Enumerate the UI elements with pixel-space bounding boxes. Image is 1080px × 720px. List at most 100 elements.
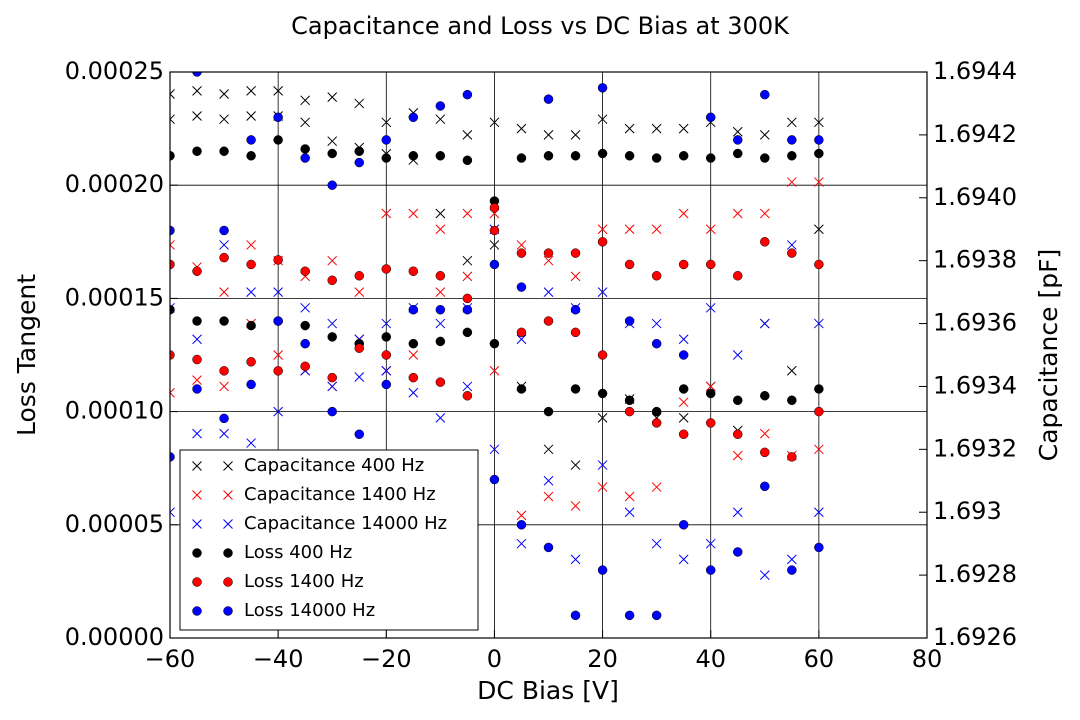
point: [435, 287, 446, 297]
point: [516, 327, 527, 338]
point: [651, 318, 662, 329]
point: [624, 406, 635, 417]
point: [516, 123, 527, 134]
y2-tick-label: 1.693: [933, 497, 1002, 525]
point: [651, 224, 662, 235]
point: [170, 350, 175, 360]
point: [760, 481, 770, 492]
point: [489, 444, 500, 455]
legend-marker: [223, 548, 233, 558]
legend-marker: [223, 606, 233, 616]
point: [192, 72, 202, 77]
point: [170, 452, 175, 462]
point: [170, 304, 175, 315]
point: [759, 428, 770, 439]
y-tick-label: 0.00015: [65, 283, 164, 311]
point: [733, 547, 743, 557]
legend-label: Loss 400 Hz: [244, 542, 352, 563]
point: [192, 375, 202, 386]
y2-tick-label: 1.6928: [933, 560, 1017, 588]
point: [570, 304, 581, 315]
point: [678, 208, 689, 219]
plot-frame: [169, 71, 928, 639]
point: [678, 259, 689, 270]
point: [678, 413, 689, 423]
point: [381, 135, 392, 145]
point: [381, 117, 392, 128]
point: [462, 293, 473, 304]
point: [300, 144, 310, 154]
point: [543, 248, 554, 258]
x-tick-label: 20: [587, 645, 618, 673]
point: [705, 418, 716, 428]
point: [787, 135, 797, 145]
point: [300, 117, 311, 128]
point: [354, 287, 365, 297]
point: [787, 151, 797, 161]
point: [246, 438, 256, 448]
point: [192, 354, 202, 365]
point: [651, 406, 662, 417]
point: [435, 114, 446, 125]
point: [170, 240, 175, 250]
point: [570, 130, 581, 140]
chart-title: Capacitance and Loss vs DC Bias at 300K: [291, 12, 790, 40]
point: [597, 287, 608, 297]
point: [678, 429, 689, 439]
point: [624, 259, 635, 270]
point: [705, 388, 716, 399]
point: [300, 95, 311, 106]
point: [300, 361, 310, 372]
point: [246, 86, 256, 96]
point: [516, 282, 527, 292]
x-axis-label: DC Bias [V]: [477, 676, 619, 705]
point: [570, 384, 581, 394]
point: [170, 387, 175, 398]
point: [489, 117, 500, 128]
legend-marker: [192, 490, 202, 500]
y2-tick-label: 1.6938: [933, 246, 1017, 274]
point: [651, 482, 662, 492]
y-tick-label: 0.00000: [65, 623, 164, 651]
point: [543, 316, 554, 326]
point: [489, 203, 500, 213]
point: [570, 610, 581, 621]
point: [327, 255, 338, 266]
point: [651, 153, 662, 163]
point: [435, 224, 446, 235]
point: [651, 123, 662, 134]
point: [786, 365, 797, 376]
x-tick-label: −60: [145, 645, 196, 673]
point: [597, 482, 608, 492]
point: [705, 302, 716, 313]
point: [786, 240, 797, 250]
point: [354, 146, 364, 156]
point: [516, 334, 527, 345]
x-tick-label: −40: [253, 645, 304, 673]
legend-marker: [192, 606, 202, 616]
legend-label: Capacitance 1400 Hz: [244, 484, 436, 505]
point: [814, 148, 824, 159]
point: [678, 384, 689, 394]
point: [678, 554, 689, 565]
point: [381, 264, 392, 274]
point: [246, 379, 256, 390]
point: [219, 428, 229, 439]
y2-tick-label: 1.6940: [933, 183, 1017, 211]
point: [597, 388, 608, 399]
point: [219, 366, 229, 376]
point: [516, 240, 527, 250]
point: [327, 275, 337, 286]
point: [300, 320, 310, 331]
point: [759, 570, 770, 580]
point: [489, 338, 500, 349]
point: [597, 413, 608, 423]
point: [354, 372, 365, 382]
x-tick-label: 60: [804, 645, 835, 673]
point: [246, 357, 256, 367]
point: [543, 151, 554, 161]
point: [624, 491, 635, 502]
point: [543, 475, 554, 486]
point: [192, 334, 202, 345]
point: [787, 395, 797, 406]
